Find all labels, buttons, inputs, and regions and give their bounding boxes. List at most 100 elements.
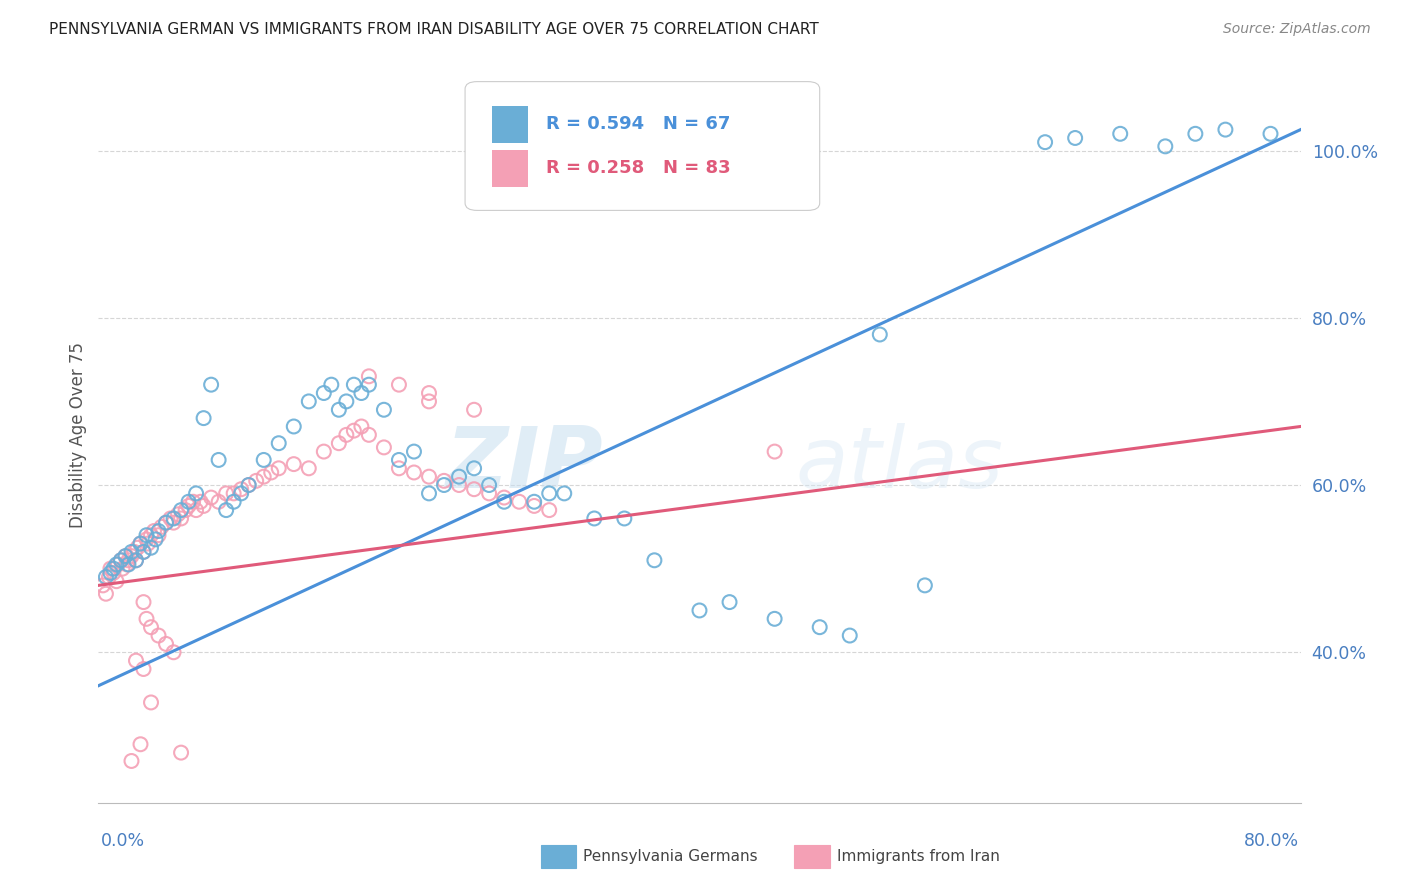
Point bbox=[174, 503, 197, 517]
Point bbox=[343, 377, 366, 392]
Point bbox=[312, 444, 335, 458]
Point bbox=[335, 428, 357, 442]
Text: Pennsylvania Germans: Pennsylvania Germans bbox=[583, 849, 758, 863]
Point bbox=[222, 495, 245, 509]
Point bbox=[538, 503, 561, 517]
Point bbox=[139, 696, 162, 710]
Point bbox=[447, 478, 470, 492]
Point bbox=[129, 737, 152, 751]
Point bbox=[190, 495, 212, 509]
Point bbox=[494, 491, 516, 505]
Point bbox=[181, 495, 204, 509]
Point bbox=[193, 411, 215, 425]
Point bbox=[1260, 127, 1282, 141]
Point bbox=[148, 528, 170, 542]
Point bbox=[328, 436, 350, 450]
Point bbox=[100, 562, 122, 576]
Point bbox=[159, 511, 181, 525]
Point bbox=[245, 474, 267, 488]
Point bbox=[267, 436, 290, 450]
Text: 80.0%: 80.0% bbox=[1244, 832, 1299, 850]
Point bbox=[184, 503, 207, 517]
Point bbox=[253, 469, 276, 483]
Point bbox=[155, 637, 177, 651]
Point bbox=[129, 536, 152, 550]
Point bbox=[111, 562, 134, 576]
Point bbox=[418, 469, 440, 483]
Point bbox=[127, 541, 149, 555]
Point bbox=[433, 478, 456, 492]
Bar bbox=[492, 106, 527, 143]
Point bbox=[463, 461, 485, 475]
Point bbox=[478, 478, 501, 492]
Point bbox=[121, 754, 143, 768]
Point bbox=[350, 386, 373, 401]
Point bbox=[115, 558, 138, 572]
Point bbox=[136, 536, 159, 550]
Point bbox=[184, 486, 207, 500]
Point bbox=[162, 516, 184, 530]
Point bbox=[402, 444, 425, 458]
Point bbox=[1064, 131, 1087, 145]
Point bbox=[162, 511, 184, 525]
Point bbox=[132, 662, 155, 676]
Point bbox=[231, 486, 253, 500]
Point bbox=[763, 612, 786, 626]
Point bbox=[388, 377, 411, 392]
Text: Immigrants from Iran: Immigrants from Iran bbox=[837, 849, 1000, 863]
Point bbox=[215, 486, 238, 500]
Point bbox=[298, 394, 321, 409]
Point bbox=[1154, 139, 1177, 153]
Point bbox=[193, 499, 215, 513]
Point bbox=[508, 495, 530, 509]
Point bbox=[869, 327, 891, 342]
Point bbox=[283, 457, 305, 471]
Point bbox=[148, 628, 170, 642]
Point bbox=[150, 520, 173, 534]
Point bbox=[170, 503, 193, 517]
Point bbox=[114, 549, 136, 563]
Point bbox=[373, 441, 395, 455]
Point bbox=[97, 570, 120, 584]
Point bbox=[139, 541, 162, 555]
Point bbox=[643, 553, 665, 567]
Point bbox=[132, 545, 155, 559]
Point bbox=[139, 620, 162, 634]
Point bbox=[208, 453, 231, 467]
Point bbox=[357, 369, 380, 384]
Point bbox=[135, 533, 157, 547]
Point bbox=[357, 377, 380, 392]
Point bbox=[117, 553, 139, 567]
Point bbox=[103, 566, 125, 580]
Text: R = 0.594   N = 67: R = 0.594 N = 67 bbox=[546, 115, 730, 133]
Point bbox=[139, 528, 162, 542]
Point bbox=[155, 516, 177, 530]
Point bbox=[103, 562, 125, 576]
Point bbox=[253, 453, 276, 467]
Bar bbox=[492, 150, 527, 186]
Point bbox=[177, 499, 200, 513]
Point bbox=[100, 566, 122, 580]
Text: 0.0%: 0.0% bbox=[101, 832, 145, 850]
Point bbox=[402, 466, 425, 480]
Point bbox=[129, 536, 152, 550]
Point bbox=[914, 578, 936, 592]
Point bbox=[688, 603, 710, 617]
Point bbox=[523, 495, 546, 509]
Text: PENNSYLVANIA GERMAN VS IMMIGRANTS FROM IRAN DISABILITY AGE OVER 75 CORRELATION C: PENNSYLVANIA GERMAN VS IMMIGRANTS FROM I… bbox=[49, 22, 818, 37]
Point bbox=[124, 545, 146, 559]
Point bbox=[613, 511, 636, 525]
Text: R = 0.258   N = 83: R = 0.258 N = 83 bbox=[546, 160, 730, 178]
Point bbox=[222, 486, 245, 500]
Point bbox=[215, 503, 238, 517]
Point bbox=[357, 428, 380, 442]
Point bbox=[1215, 122, 1237, 136]
Point bbox=[418, 486, 440, 500]
Point bbox=[718, 595, 741, 609]
Point bbox=[494, 495, 516, 509]
Point bbox=[328, 402, 350, 417]
Point bbox=[167, 508, 190, 522]
Point bbox=[125, 654, 148, 668]
Y-axis label: Disability Age Over 75: Disability Age Over 75 bbox=[69, 342, 87, 528]
Point bbox=[433, 474, 456, 488]
